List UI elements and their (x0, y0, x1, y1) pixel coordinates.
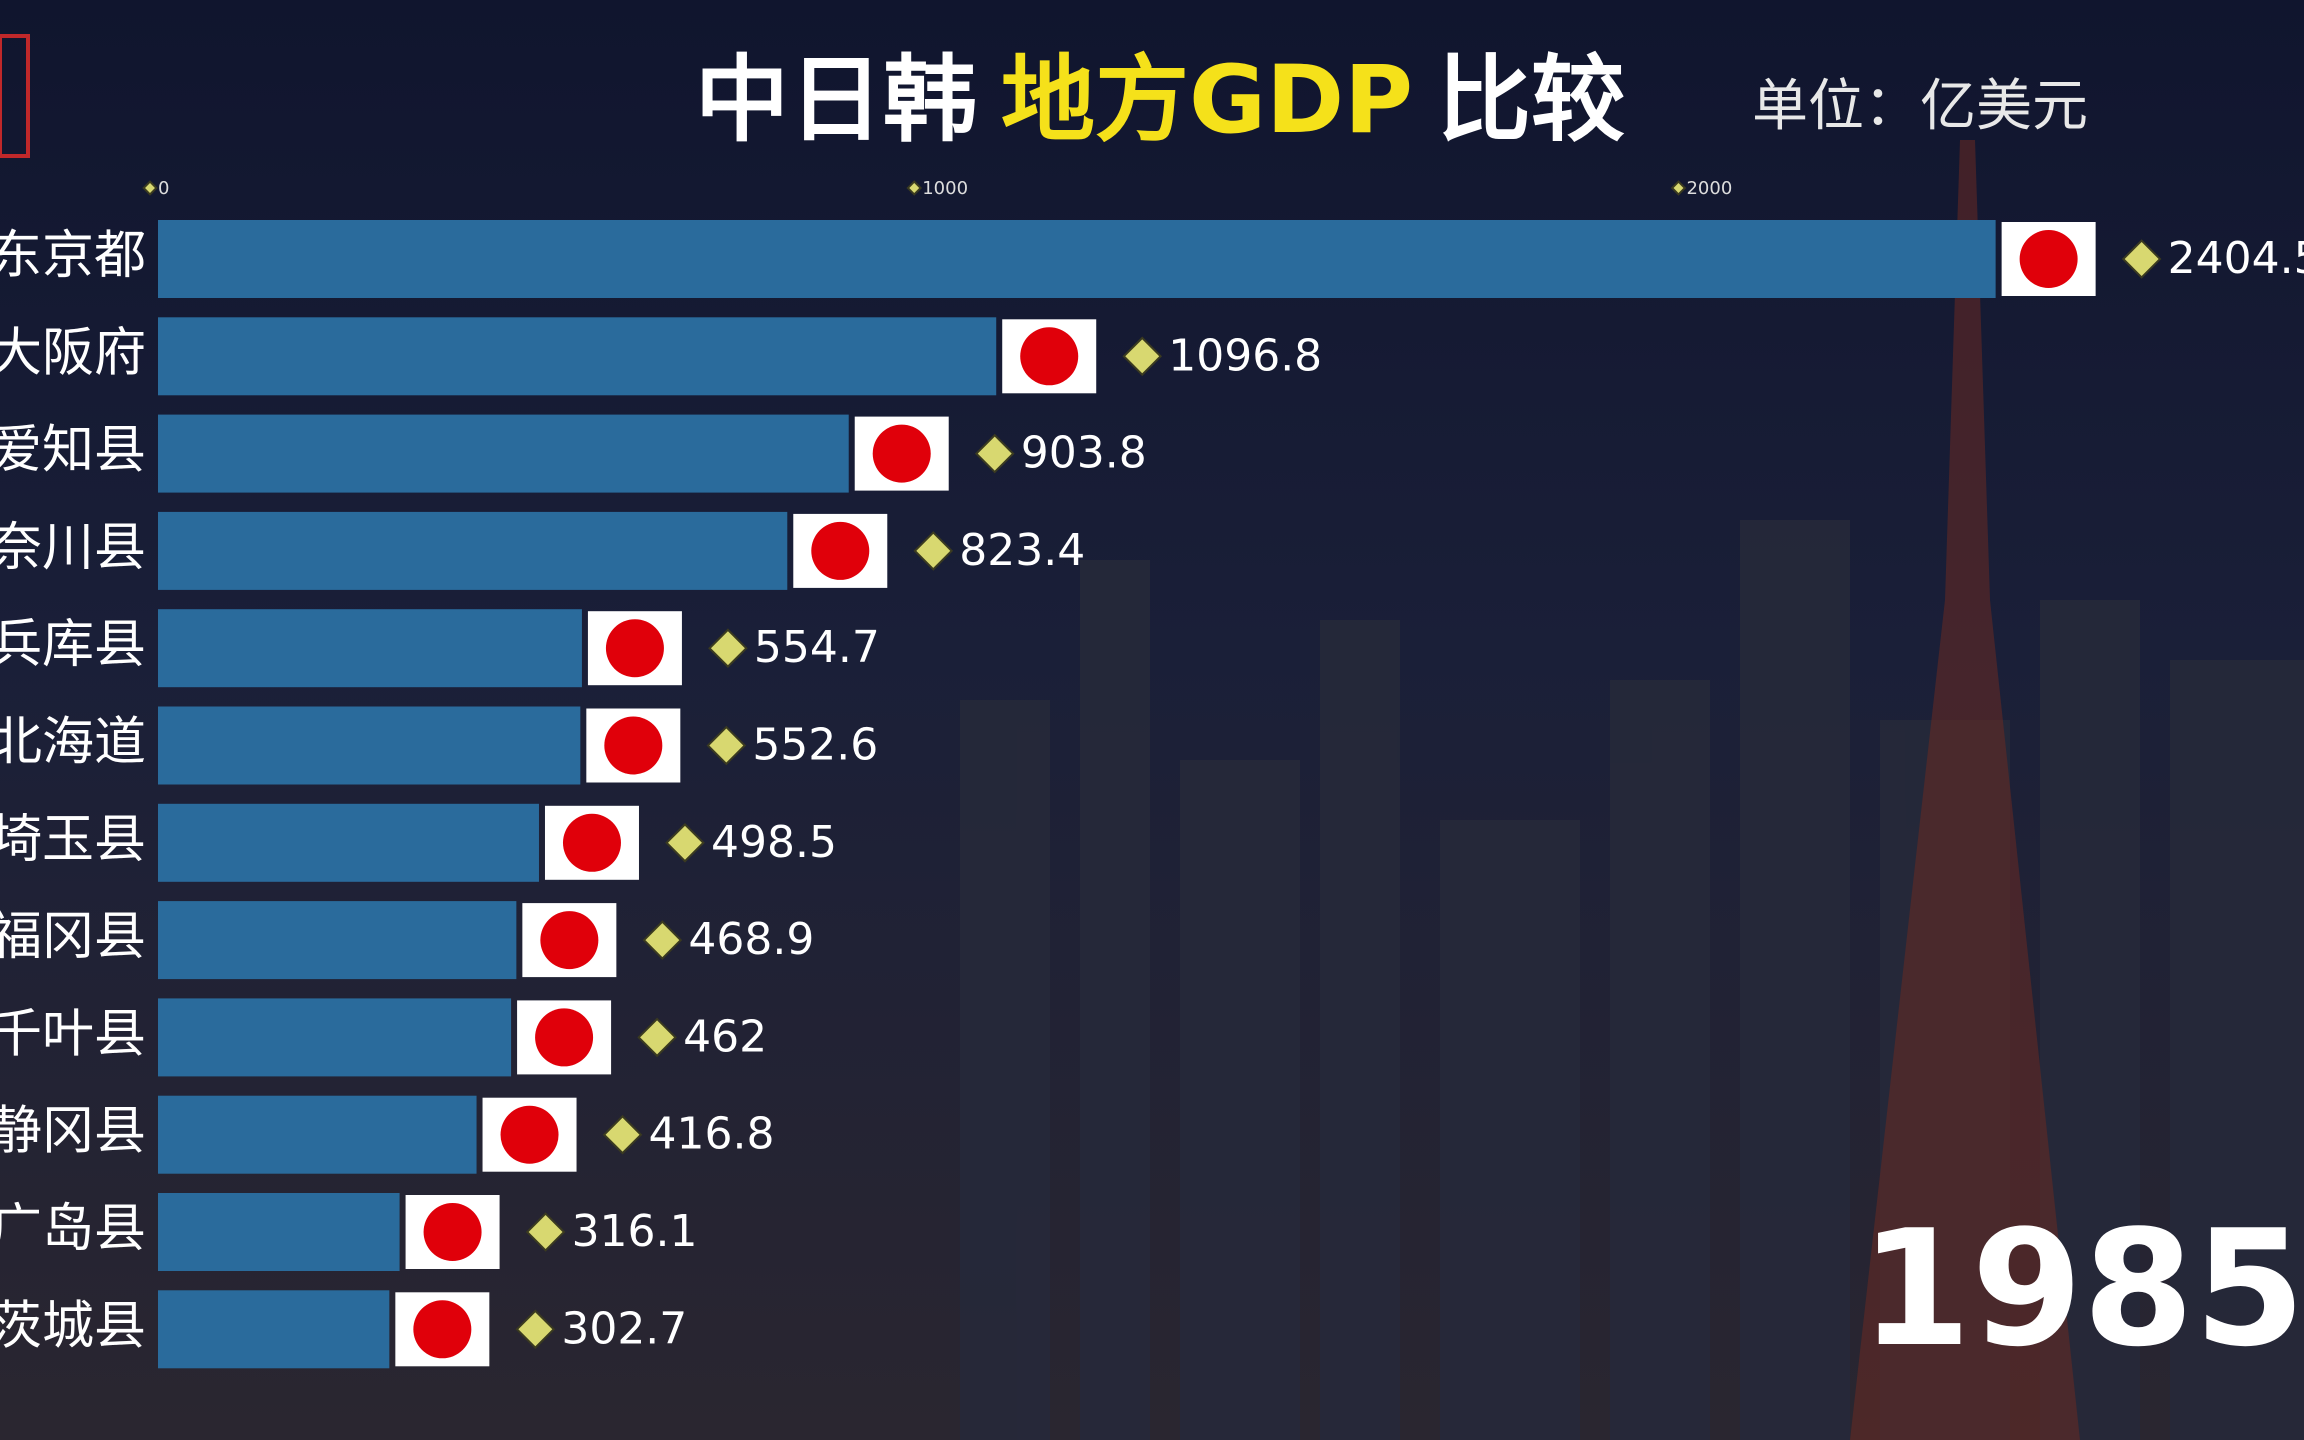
bar (158, 220, 1996, 298)
bar (158, 901, 517, 980)
category-label: 东京都 (0, 226, 146, 286)
year-label: 1985年 (1860, 1195, 2304, 1382)
title-part: 地方GDP (1001, 46, 1413, 155)
title-part: 比较 (1437, 46, 1625, 155)
bar (158, 1193, 400, 1271)
value-icon (974, 433, 1015, 474)
value-icon (665, 823, 705, 863)
bar (158, 1290, 390, 1369)
category-label: 北海道 (0, 713, 146, 773)
value-label: 903.8 (1021, 428, 1147, 479)
category-label: 广岛县 (0, 1199, 146, 1259)
flag-sun (605, 619, 664, 678)
flag-sun (811, 521, 870, 580)
bar (158, 414, 849, 493)
value-label: 462 (683, 1011, 767, 1062)
value-label: 302.7 (561, 1303, 687, 1354)
value-icon (515, 1309, 556, 1350)
category-label: 大阪府 (0, 323, 146, 383)
flag-sun (2019, 230, 2078, 288)
category-label: 茨城县 (0, 1296, 146, 1356)
value-icon (906, 180, 923, 196)
value-label: 1096.8 (1168, 330, 1322, 381)
x-tick-label: 2000 (1686, 178, 1732, 199)
value-icon (708, 628, 748, 668)
flag-sun (423, 1203, 482, 1261)
value-icon (642, 920, 683, 960)
flag-sun (535, 1008, 594, 1067)
value-label: 554.7 (754, 622, 880, 673)
value-icon (2121, 239, 2162, 279)
x-tick-label: 1000 (922, 178, 968, 199)
category-label: 福冈县 (0, 907, 146, 967)
value-label: 823.4 (959, 525, 1085, 576)
value-icon (1122, 336, 1163, 377)
tower (1850, 140, 2080, 1440)
x-tick-label: 0 (158, 178, 169, 199)
category-label: 千叶县 (0, 1004, 146, 1064)
bar (158, 511, 788, 590)
value-icon (142, 180, 158, 196)
value-label: 416.8 (649, 1109, 775, 1160)
value-icon (1670, 180, 1687, 196)
flag-sun (604, 716, 663, 775)
flag-sun (500, 1105, 559, 1164)
bar (158, 609, 582, 688)
bar (158, 317, 997, 396)
value-label: 552.6 (752, 720, 878, 771)
flag-sun (562, 813, 621, 872)
value-icon (706, 725, 747, 766)
seal (0, 34, 30, 158)
bar (158, 706, 581, 785)
category-label: 爱知县 (0, 421, 146, 481)
value-icon (637, 1017, 677, 1058)
flag-sun (540, 911, 599, 970)
value-label: 2404.5 (2168, 233, 2304, 284)
value-label: 316.1 (572, 1206, 698, 1257)
bar (158, 1095, 477, 1174)
value-icon (602, 1114, 643, 1155)
value-label: 498.5 (711, 817, 837, 868)
category-label: 静冈县 (0, 1102, 146, 1162)
category-label: 兵库县 (0, 615, 146, 675)
flag-sun (413, 1300, 472, 1359)
flag-sun (1020, 327, 1079, 386)
value-icon (525, 1212, 566, 1252)
bar (158, 803, 539, 882)
category-label: 奈川县 (0, 518, 146, 578)
flag-sun (872, 424, 931, 483)
bar (158, 998, 512, 1077)
value-icon (913, 531, 954, 571)
unit-label: 单位：亿美元 (1752, 74, 2088, 139)
chart-title: 中日韩 地方GDP 比较 (695, 46, 1625, 155)
category-label: 埼玉县 (0, 810, 146, 870)
title-part: 中日韩 (695, 46, 977, 155)
value-label: 468.9 (688, 914, 814, 965)
